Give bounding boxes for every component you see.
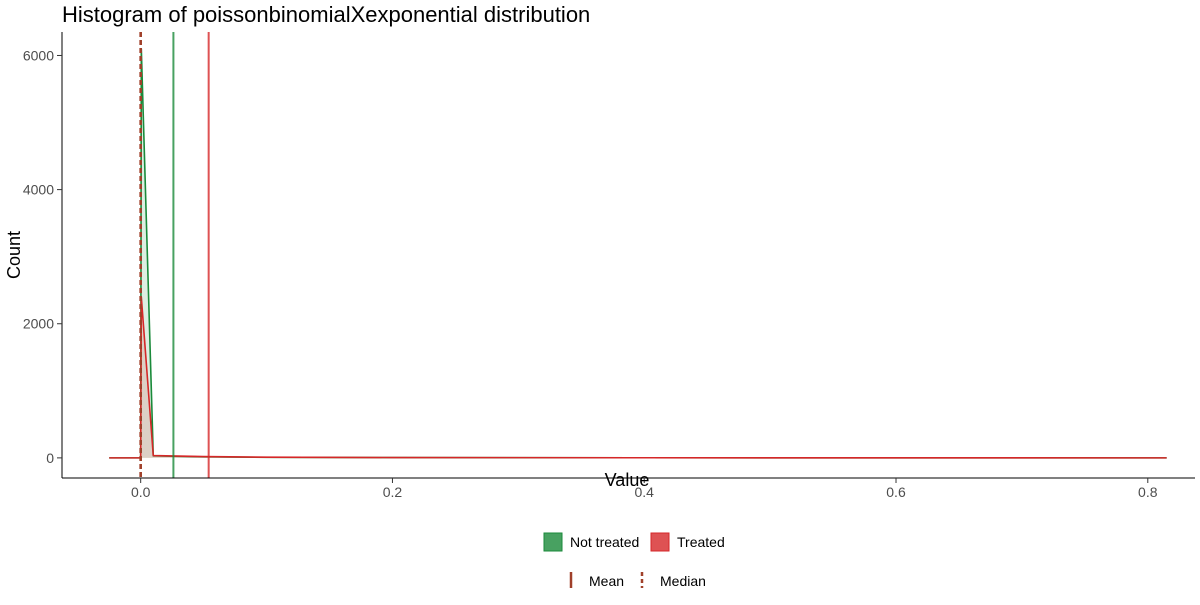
x-tick-label: 0.6	[886, 484, 906, 500]
legend-mean-label: Mean	[589, 573, 624, 589]
y-tick-label: 4000	[23, 182, 54, 198]
x-tick-label: 0.2	[383, 484, 403, 500]
y-tick-label: 0	[46, 450, 54, 466]
legend-key-0	[543, 532, 563, 552]
legend-key-1	[650, 532, 670, 552]
legend: Not treated Treated Mean Median	[543, 532, 725, 589]
x-axis-title: Value	[605, 470, 650, 490]
legend-median-label: Median	[660, 573, 706, 589]
legend-label-0: Not treated	[570, 534, 639, 550]
series-outline-0	[109, 47, 1167, 459]
axes: 0.0 0.2 0.4 0.6 0.8 0 2000 4000 6000	[23, 32, 1195, 500]
y-tick-label: 2000	[23, 316, 54, 332]
y-axis-title: Count	[4, 231, 24, 279]
plot-area	[109, 32, 1167, 478]
chart-title: Histogram of poissonbinomialXexponential…	[62, 2, 590, 27]
x-tick-label: 0.0	[131, 484, 151, 500]
series-outline-1	[109, 296, 1167, 459]
y-tick-label: 6000	[23, 47, 54, 63]
x-tick-label: 0.4	[635, 484, 655, 500]
legend-label-1: Treated	[677, 534, 725, 550]
x-tick-label: 0.8	[1138, 484, 1158, 500]
